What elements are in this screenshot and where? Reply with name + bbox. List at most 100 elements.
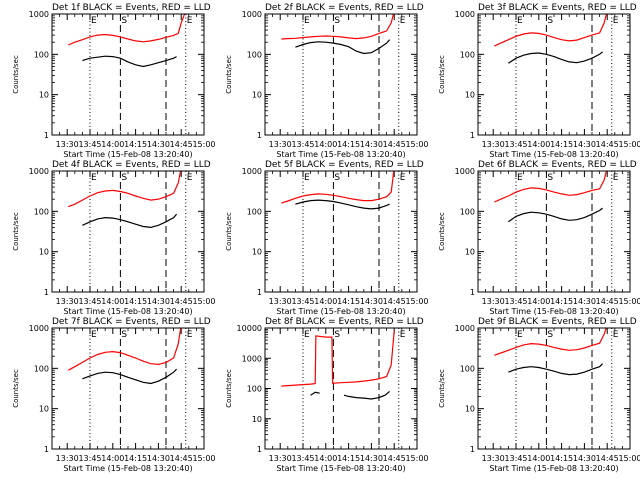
event-marker: S [334, 173, 340, 183]
x-tick-label: 14:15 [550, 140, 573, 149]
x-tick-label: 14:45 [383, 140, 406, 149]
x-tick-label: 15:00 [192, 297, 215, 306]
y-tick-label: 10000 [237, 324, 262, 333]
series-line-events [295, 39, 391, 55]
chart-panel-4: Det 4f BLACK = Events, RED = LLD Counts/s… [12, 160, 216, 316]
y-tick-label: 10 [465, 405, 475, 414]
y-axis-label: Counts/sec [438, 212, 446, 251]
chart-panel-5: Det 5f BLACK = Events, RED = LLD Counts/s… [225, 160, 429, 316]
chart-panel-2: Det 2f BLACK = Events, RED = LLD Counts/s… [225, 3, 429, 159]
plot-frame [477, 327, 631, 450]
y-tick-label: 1000 [455, 167, 475, 176]
x-tick-label: 14:45 [596, 297, 619, 306]
y-tick-label: 1000 [242, 354, 262, 363]
x-tick-label: 13:30 [482, 454, 505, 463]
x-axis-label: Start Time (15-Feb-08 13:20:40) [489, 464, 618, 473]
x-tick-label: 14:30 [573, 140, 596, 149]
x-axis-label: Start Time (15-Feb-08 13:20:40) [63, 150, 192, 159]
x-tick-label: 15:00 [618, 454, 640, 463]
x-tick-label: 13:45 [291, 297, 314, 306]
x-axis-label: Start Time (15-Feb-08 13:20:40) [276, 307, 405, 316]
x-tick-label: 13:30 [56, 297, 79, 306]
x-axis-label: Start Time (15-Feb-08 13:20:40) [489, 150, 618, 159]
series-line-lld [68, 328, 182, 371]
y-tick-label: 100 [247, 207, 262, 216]
chart-panel-7: Det 7f BLACK = Events, RED = LLD Counts/s… [12, 317, 216, 473]
x-tick-label: 13:45 [78, 140, 101, 149]
y-tick-label: 1 [44, 445, 49, 454]
y-axis-label: Counts/sec [225, 369, 233, 408]
chart-panel-3: Det 3f BLACK = Events, RED = LLD Counts/s… [438, 3, 640, 159]
chart-title: Det 9f BLACK = Events, RED = LLD [478, 317, 637, 327]
y-tick-label: 1 [44, 288, 49, 297]
y-tick-label: 10 [252, 91, 262, 100]
y-tick-label: 100 [460, 364, 475, 373]
event-marker: E [187, 330, 193, 340]
event-marker: E [91, 16, 97, 26]
y-tick-label: 1000 [29, 324, 49, 333]
chart-panel-1: Det 1f BLACK = Events, RED = LLD Counts/s… [12, 3, 216, 159]
series-line-lld [281, 14, 395, 40]
x-tick-label: 15:00 [192, 140, 215, 149]
x-tick-label: 13:45 [78, 454, 101, 463]
x-tick-label: 13:45 [78, 297, 101, 306]
x-axis-label: Start Time (15-Feb-08 13:20:40) [276, 150, 405, 159]
series-line-events [82, 213, 178, 229]
x-tick-label: 15:00 [192, 454, 215, 463]
event-marker: S [121, 330, 127, 340]
chart-panel-9: Det 9f BLACK = Events, RED = LLD Counts/s… [438, 317, 640, 473]
x-tick-label: 14:00 [314, 454, 337, 463]
plot-frame [51, 170, 205, 293]
x-tick-label: 13:45 [291, 140, 314, 149]
x-tick-label: 14:00 [314, 297, 337, 306]
x-tick-label: 14:30 [573, 454, 596, 463]
x-tick-label: 14:15 [550, 454, 573, 463]
y-tick-label: 1000 [455, 10, 475, 19]
plot-frame [264, 13, 418, 136]
x-axis-label: Start Time (15-Feb-08 13:20:40) [63, 464, 192, 473]
x-tick-label: 14:00 [101, 297, 124, 306]
event-marker: E [517, 16, 523, 26]
chart-title: Det 7f BLACK = Events, RED = LLD [52, 317, 211, 327]
plot-frame [51, 327, 205, 450]
y-axis-label: Counts/sec [12, 212, 20, 251]
event-marker: E [91, 330, 97, 340]
y-axis-label: Counts/sec [225, 212, 233, 251]
x-tick-label: 13:30 [269, 454, 292, 463]
y-tick-label: 10 [465, 248, 475, 257]
plot-frame [264, 327, 418, 450]
plot-frame [477, 13, 631, 136]
event-marker: E [613, 16, 619, 26]
x-tick-label: 14:45 [383, 454, 406, 463]
event-marker: S [334, 16, 340, 26]
chart-title: Det 3f BLACK = Events, RED = LLD [478, 3, 637, 13]
chart-title: Det 2f BLACK = Events, RED = LLD [265, 3, 424, 13]
series-line-lld [281, 171, 395, 204]
event-marker: E [613, 173, 619, 183]
event-marker: S [334, 330, 340, 340]
x-tick-label: 14:45 [596, 454, 619, 463]
series-line-lld [494, 14, 608, 47]
y-tick-label: 1 [470, 288, 475, 297]
event-marker: E [304, 330, 310, 340]
x-tick-label: 14:00 [527, 140, 550, 149]
x-tick-label: 13:45 [291, 454, 314, 463]
event-marker: E [517, 330, 523, 340]
y-axis-label: Counts/sec [225, 55, 233, 94]
series-line-events [508, 207, 603, 223]
y-tick-label: 1000 [242, 10, 262, 19]
plot-frame [264, 170, 418, 293]
x-axis-label: Start Time (15-Feb-08 13:20:40) [276, 464, 405, 473]
x-tick-label: 14:15 [124, 140, 147, 149]
series-line-events [82, 55, 177, 68]
y-axis-label: Counts/sec [12, 55, 20, 94]
y-tick-label: 1 [257, 131, 262, 140]
y-tick-label: 10 [39, 91, 49, 100]
x-tick-label: 13:45 [504, 297, 527, 306]
series-line-events [508, 51, 603, 64]
x-tick-label: 13:45 [504, 454, 527, 463]
x-tick-label: 14:45 [383, 297, 406, 306]
y-tick-label: 10 [39, 248, 49, 257]
x-tick-label: 14:45 [170, 140, 193, 149]
